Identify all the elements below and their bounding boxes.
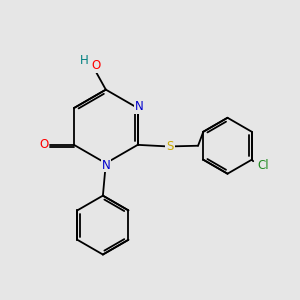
Text: H: H — [80, 54, 89, 67]
Text: S: S — [167, 140, 174, 153]
Text: O: O — [39, 138, 48, 151]
Text: Cl: Cl — [257, 158, 269, 172]
Text: N: N — [101, 158, 110, 172]
Text: N: N — [135, 100, 144, 113]
Text: O: O — [91, 59, 100, 72]
